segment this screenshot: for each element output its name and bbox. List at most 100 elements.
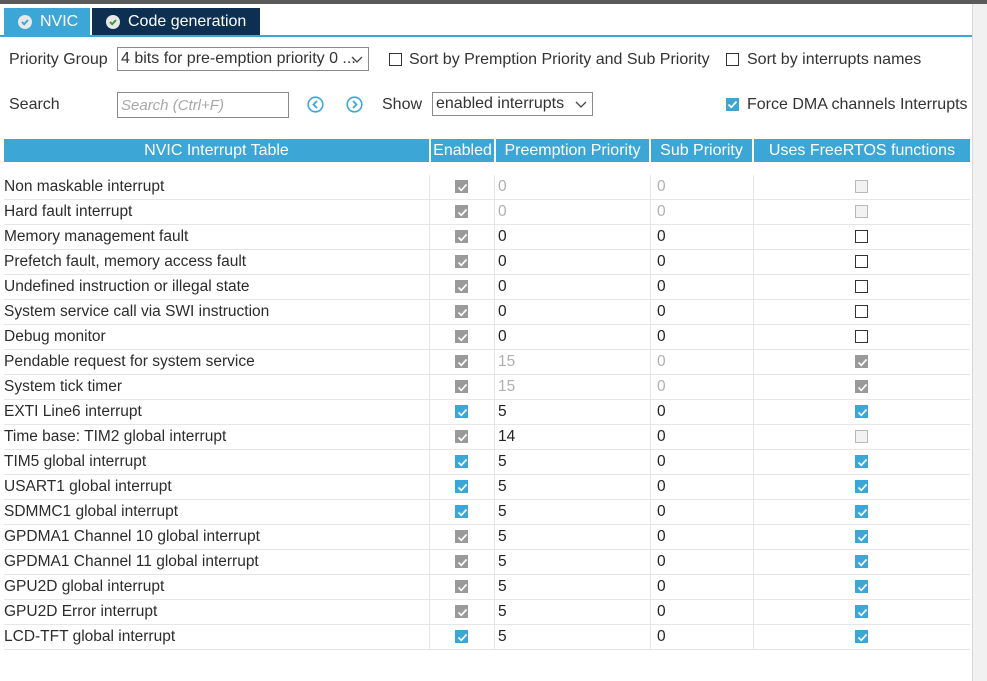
sub-priority-value[interactable]: 0 [657, 228, 666, 245]
sub-priority-value[interactable]: 0 [657, 503, 666, 520]
enabled-checkbox[interactable] [455, 480, 468, 493]
enabled-checkbox[interactable] [455, 430, 468, 443]
preemption-priority-value[interactable]: 0 [498, 303, 507, 320]
sub-priority-value[interactable]: 0 [657, 553, 666, 570]
table-row[interactable]: GPU2D global interrupt 5 0 [4, 575, 970, 600]
enabled-checkbox[interactable] [455, 505, 468, 518]
table-row[interactable]: EXTI Line6 interrupt 5 0 [4, 400, 970, 425]
sub-priority-value[interactable]: 0 [657, 378, 666, 395]
sub-priority-value[interactable]: 0 [657, 428, 666, 445]
uses-freertos-checkbox[interactable] [855, 205, 868, 218]
enabled-checkbox[interactable] [455, 530, 468, 543]
uses-freertos-checkbox[interactable] [855, 430, 868, 443]
sub-priority-value[interactable]: 0 [657, 353, 666, 370]
enabled-checkbox[interactable] [455, 280, 468, 293]
sub-priority-value[interactable]: 0 [657, 278, 666, 295]
uses-freertos-checkbox[interactable] [855, 280, 868, 293]
uses-freertos-checkbox[interactable] [855, 580, 868, 593]
table-row[interactable]: Hard fault interrupt 0 0 [4, 200, 970, 225]
preemption-priority-value[interactable]: 5 [498, 478, 507, 495]
table-row[interactable]: GPDMA1 Channel 10 global interrupt 5 0 [4, 525, 970, 550]
preemption-priority-value[interactable]: 5 [498, 578, 507, 595]
table-row[interactable]: SDMMC1 global interrupt 5 0 [4, 500, 970, 525]
force-dma-checkbox[interactable] [726, 98, 739, 111]
uses-freertos-checkbox[interactable] [855, 405, 868, 418]
preemption-priority-value[interactable]: 5 [498, 403, 507, 420]
header-sub-priority[interactable]: Sub Priority [651, 139, 752, 162]
preemption-priority-value[interactable]: 5 [498, 603, 507, 620]
sub-priority-value[interactable]: 0 [657, 528, 666, 545]
table-row[interactable]: Pendable request for system service 15 0 [4, 350, 970, 375]
preemption-priority-value[interactable]: 5 [498, 528, 507, 545]
enabled-checkbox[interactable] [455, 255, 468, 268]
sub-priority-value[interactable]: 0 [657, 178, 666, 195]
enabled-checkbox[interactable] [455, 205, 468, 218]
priority-group-select[interactable]: 4 bits for pre-emption priority 0 ... [117, 47, 369, 71]
search-box[interactable] [117, 92, 289, 118]
show-filter-select[interactable]: enabled interrupts [432, 92, 593, 116]
enabled-checkbox[interactable] [455, 230, 468, 243]
header-preemption-priority[interactable]: Preemption Priority [496, 139, 649, 162]
enabled-checkbox[interactable] [455, 380, 468, 393]
uses-freertos-checkbox[interactable] [855, 230, 868, 243]
enabled-checkbox[interactable] [455, 580, 468, 593]
sort-names-checkbox[interactable] [726, 53, 739, 66]
sub-priority-value[interactable]: 0 [657, 203, 666, 220]
uses-freertos-checkbox[interactable] [855, 505, 868, 518]
header-enabled[interactable]: Enabled [431, 139, 494, 162]
tab-nvic[interactable]: NVIC [4, 8, 90, 35]
preemption-priority-value[interactable]: 15 [498, 353, 516, 370]
tab-code-generation[interactable]: Code generation [92, 8, 260, 35]
table-row[interactable]: System tick timer 15 0 [4, 375, 970, 400]
table-row[interactable]: Memory management fault 0 0 [4, 225, 970, 250]
preemption-priority-value[interactable]: 0 [498, 203, 507, 220]
uses-freertos-checkbox[interactable] [855, 630, 868, 643]
preemption-priority-value[interactable]: 5 [498, 628, 507, 645]
sub-priority-value[interactable]: 0 [657, 253, 666, 270]
preemption-priority-value[interactable]: 5 [498, 553, 507, 570]
sub-priority-value[interactable]: 0 [657, 603, 666, 620]
uses-freertos-checkbox[interactable] [855, 480, 868, 493]
enabled-checkbox[interactable] [455, 405, 468, 418]
sub-priority-value[interactable]: 0 [657, 578, 666, 595]
table-row[interactable]: TIM5 global interrupt 5 0 [4, 450, 970, 475]
preemption-priority-value[interactable]: 0 [498, 228, 507, 245]
preemption-priority-value[interactable]: 0 [498, 178, 507, 195]
table-row[interactable]: LCD-TFT global interrupt 5 0 [4, 625, 970, 650]
preemption-priority-value[interactable]: 14 [498, 428, 516, 445]
table-row[interactable]: Debug monitor 0 0 [4, 325, 970, 350]
enabled-checkbox[interactable] [455, 555, 468, 568]
search-input[interactable] [118, 93, 288, 117]
enabled-checkbox[interactable] [455, 630, 468, 643]
enabled-checkbox[interactable] [455, 355, 468, 368]
uses-freertos-checkbox[interactable] [855, 530, 868, 543]
preemption-priority-value[interactable]: 15 [498, 378, 516, 395]
uses-freertos-checkbox[interactable] [855, 355, 868, 368]
enabled-checkbox[interactable] [455, 455, 468, 468]
uses-freertos-checkbox[interactable] [855, 305, 868, 318]
preemption-priority-value[interactable]: 0 [498, 328, 507, 345]
uses-freertos-checkbox[interactable] [855, 330, 868, 343]
vertical-scrollbar[interactable] [972, 4, 987, 681]
preemption-priority-value[interactable]: 5 [498, 503, 507, 520]
sub-priority-value[interactable]: 0 [657, 478, 666, 495]
table-row[interactable]: Undefined instruction or illegal state 0 0 [4, 275, 970, 300]
table-row[interactable]: Non maskable interrupt 0 0 [4, 175, 970, 200]
table-row[interactable]: Prefetch fault, memory access fault 0 0 [4, 250, 970, 275]
table-row[interactable]: Time base: TIM2 global interrupt 14 0 [4, 425, 970, 450]
sub-priority-value[interactable]: 0 [657, 403, 666, 420]
enabled-checkbox[interactable] [455, 330, 468, 343]
search-next-icon[interactable] [346, 96, 363, 113]
preemption-priority-value[interactable]: 0 [498, 278, 507, 295]
sort-premption-checkbox[interactable] [389, 53, 402, 66]
enabled-checkbox[interactable] [455, 180, 468, 193]
table-row[interactable]: GPU2D Error interrupt 5 0 [4, 600, 970, 625]
enabled-checkbox[interactable] [455, 305, 468, 318]
uses-freertos-checkbox[interactable] [855, 605, 868, 618]
uses-freertos-checkbox[interactable] [855, 380, 868, 393]
uses-freertos-checkbox[interactable] [855, 555, 868, 568]
table-row[interactable]: USART1 global interrupt 5 0 [4, 475, 970, 500]
uses-freertos-checkbox[interactable] [855, 255, 868, 268]
sub-priority-value[interactable]: 0 [657, 453, 666, 470]
sub-priority-value[interactable]: 0 [657, 628, 666, 645]
